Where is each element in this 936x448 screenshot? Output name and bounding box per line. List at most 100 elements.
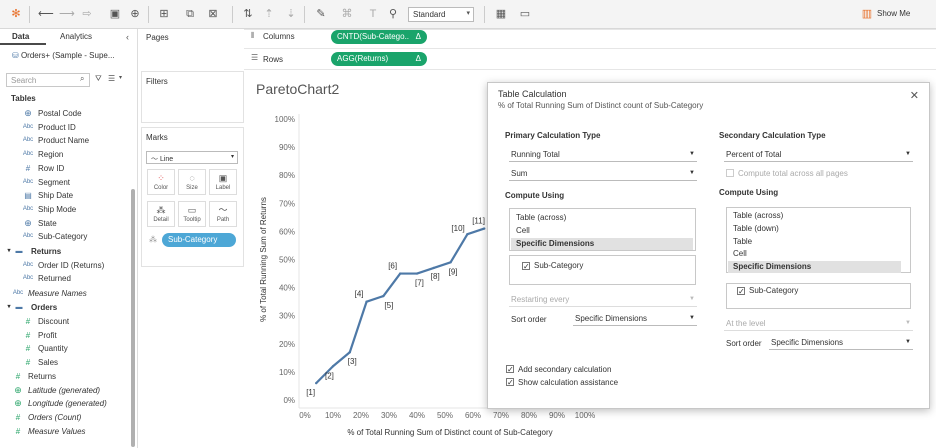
list-item[interactable]: Table	[733, 237, 753, 246]
list-item[interactable]: Table (down)	[733, 224, 779, 233]
marks-subcategory-pill[interactable]: Sub-Category	[162, 233, 236, 247]
rows-pill[interactable]: AGG(Returns) Δ	[331, 52, 427, 66]
fit-select[interactable]: Standard ▾	[408, 7, 474, 22]
duplicate-sheet-icon[interactable]: ⧉	[186, 8, 194, 20]
field-label: Product Name	[38, 136, 90, 146]
filters-shelf[interactable]	[141, 71, 244, 123]
collapse-icon: ▾	[7, 304, 11, 310]
show-me-icon[interactable]: ▥	[861, 8, 873, 20]
list-item[interactable]: Cell	[516, 226, 530, 235]
primary-type-select[interactable]: Running Total ▼	[509, 148, 697, 162]
undo-icon[interactable]: ⟵	[38, 8, 54, 20]
fit-icon[interactable]: ▦	[495, 8, 507, 20]
at-the-level-label: At the level	[726, 319, 766, 328]
toolbar: ✻ ⟵ ⟶ ⇨ ▣ ⊕ ⊞ ⧉ ⊠ ⇅ ⇡ ⇣ ✎ ⌘ T ⚲ Standard…	[0, 0, 936, 29]
at-the-level-select[interactable]: At the level ▼	[724, 317, 913, 331]
color-mark-button[interactable]: ⁘ Color	[147, 169, 175, 195]
size-mark-button[interactable]: ◌ Size	[178, 169, 206, 195]
redo-icon[interactable]: ⟶	[59, 8, 75, 20]
present-icon[interactable]: ▭	[519, 8, 531, 20]
list-item[interactable]: Table (across)	[516, 213, 567, 222]
data-point[interactable]	[331, 365, 335, 368]
save-icon[interactable]: ▣	[109, 8, 121, 20]
view-options-icon[interactable]: ☰	[108, 74, 116, 83]
date-field-icon: ▤	[24, 191, 32, 201]
data-point[interactable]	[365, 300, 368, 303]
field-label: Profit	[38, 330, 57, 340]
show-assistance-label: Show calculation assistance	[518, 378, 619, 387]
field-label: Measure Names	[28, 288, 87, 298]
data-point[interactable]	[348, 351, 351, 354]
compute-all-pages-checkbox[interactable]	[726, 169, 734, 177]
x-tick-label: 40%	[409, 411, 425, 420]
sort-order-select[interactable]: Specific Dimensions ▼	[573, 312, 697, 326]
secondary-sort-label: Sort order	[726, 339, 762, 348]
collapse-pane-icon[interactable]: ‹	[126, 32, 129, 42]
new-worksheet-icon[interactable]: ⊞	[159, 8, 169, 20]
chevron-down-icon: ▼	[905, 339, 911, 345]
data-point[interactable]	[432, 266, 435, 270]
detail-mark-button[interactable]: ⁂ Detail	[147, 201, 175, 227]
redo-dropdown-icon[interactable]: ⇨	[82, 8, 92, 20]
pin-icon[interactable]: ⚲	[388, 8, 398, 20]
secondary-type-select[interactable]: Percent of Total ▼	[724, 148, 913, 162]
data-point[interactable]	[399, 272, 402, 275]
tab-analytics[interactable]: Analytics	[60, 32, 93, 41]
search-input[interactable]: Search	[6, 73, 90, 87]
mark-button-label: Path	[216, 217, 230, 223]
chevron-down-icon: ▾	[466, 10, 470, 17]
data-point[interactable]	[315, 381, 318, 385]
close-icon[interactable]: ✕	[909, 90, 919, 102]
tableau-logo-icon[interactable]: ✻	[11, 8, 21, 20]
datasource-row[interactable]: ⛁ Orders+ (Sample - Supe...	[12, 51, 115, 60]
columns-pill[interactable]: CNTD(Sub-Catego.. Δ	[331, 30, 427, 44]
x-tick-label: 10%	[325, 411, 341, 420]
tab-data[interactable]: Data	[12, 32, 30, 41]
highlight-icon[interactable]: ✎	[316, 8, 326, 20]
secondary-subcategory-label: Sub-Category	[749, 286, 799, 295]
detail-mark-icon: ⁂	[149, 235, 157, 244]
filter-icon[interactable]: ⛛	[95, 74, 102, 83]
clear-sheet-icon[interactable]: ⊠	[208, 8, 218, 20]
sort-desc-icon[interactable]: ⇣	[286, 8, 296, 20]
list-item[interactable]: Table (across)	[733, 211, 784, 220]
restarting-every-select[interactable]: Restarting every ▼	[509, 293, 697, 307]
group-icon[interactable]: ⌘	[341, 8, 353, 20]
label-mark-button[interactable]: ▣ Label	[209, 169, 237, 195]
chevron-down-icon[interactable]: ▾	[119, 75, 123, 81]
data-point[interactable]	[415, 272, 419, 275]
data-point[interactable]	[483, 227, 486, 230]
dialog-subtitle: % of Total Running Sum of Distinct count…	[498, 101, 704, 110]
sort-asc-icon[interactable]: ⇡	[264, 8, 274, 20]
abc-field-icon: Abc	[22, 137, 34, 144]
table-icon: ▬	[15, 304, 23, 311]
show-assistance-checkbox[interactable]: ✓	[506, 378, 514, 387]
tooltip-mark-button[interactable]: ▭ Tooltip	[178, 201, 206, 227]
list-item[interactable]: Cell	[733, 249, 747, 258]
data-point[interactable]	[449, 261, 452, 264]
marks-card-title: Marks	[146, 133, 168, 142]
show-me-button[interactable]: Show Me	[877, 9, 911, 18]
mark-type-select[interactable]: 〜 Line ▾	[146, 151, 238, 164]
geo-field-icon: ⊕	[24, 217, 32, 228]
list-item-selected[interactable]: Specific Dimensions	[511, 238, 693, 250]
secondary-subcategory-checkbox[interactable]: ✓	[737, 287, 745, 296]
field-label: Sales	[38, 358, 59, 368]
label-icon[interactable]: T	[369, 8, 377, 20]
data-point[interactable]	[466, 233, 469, 236]
new-datasource-icon[interactable]: ⊕	[130, 8, 140, 20]
data-point[interactable]	[382, 294, 385, 298]
add-secondary-checkbox[interactable]: ✓	[506, 365, 514, 374]
rows-shelf-title: Rows	[263, 55, 284, 64]
primary-agg-select[interactable]: Sum ▼	[509, 167, 697, 181]
secondary-sort-select[interactable]: Specific Dimensions ▼	[769, 336, 913, 350]
primary-calc-header: Primary Calculation Type	[505, 131, 601, 140]
scrollbar[interactable]	[131, 189, 135, 447]
list-item-selected[interactable]: Specific Dimensions	[728, 261, 901, 273]
subcategory-checkbox[interactable]: ✓	[522, 262, 530, 271]
path-mark-button[interactable]: 〜 Path	[209, 201, 237, 227]
y-tick-label: 70%	[279, 199, 295, 208]
series-line	[315, 227, 485, 384]
swap-icon[interactable]: ⇅	[243, 8, 253, 20]
sort-order-value: Specific Dimensions	[575, 314, 648, 323]
